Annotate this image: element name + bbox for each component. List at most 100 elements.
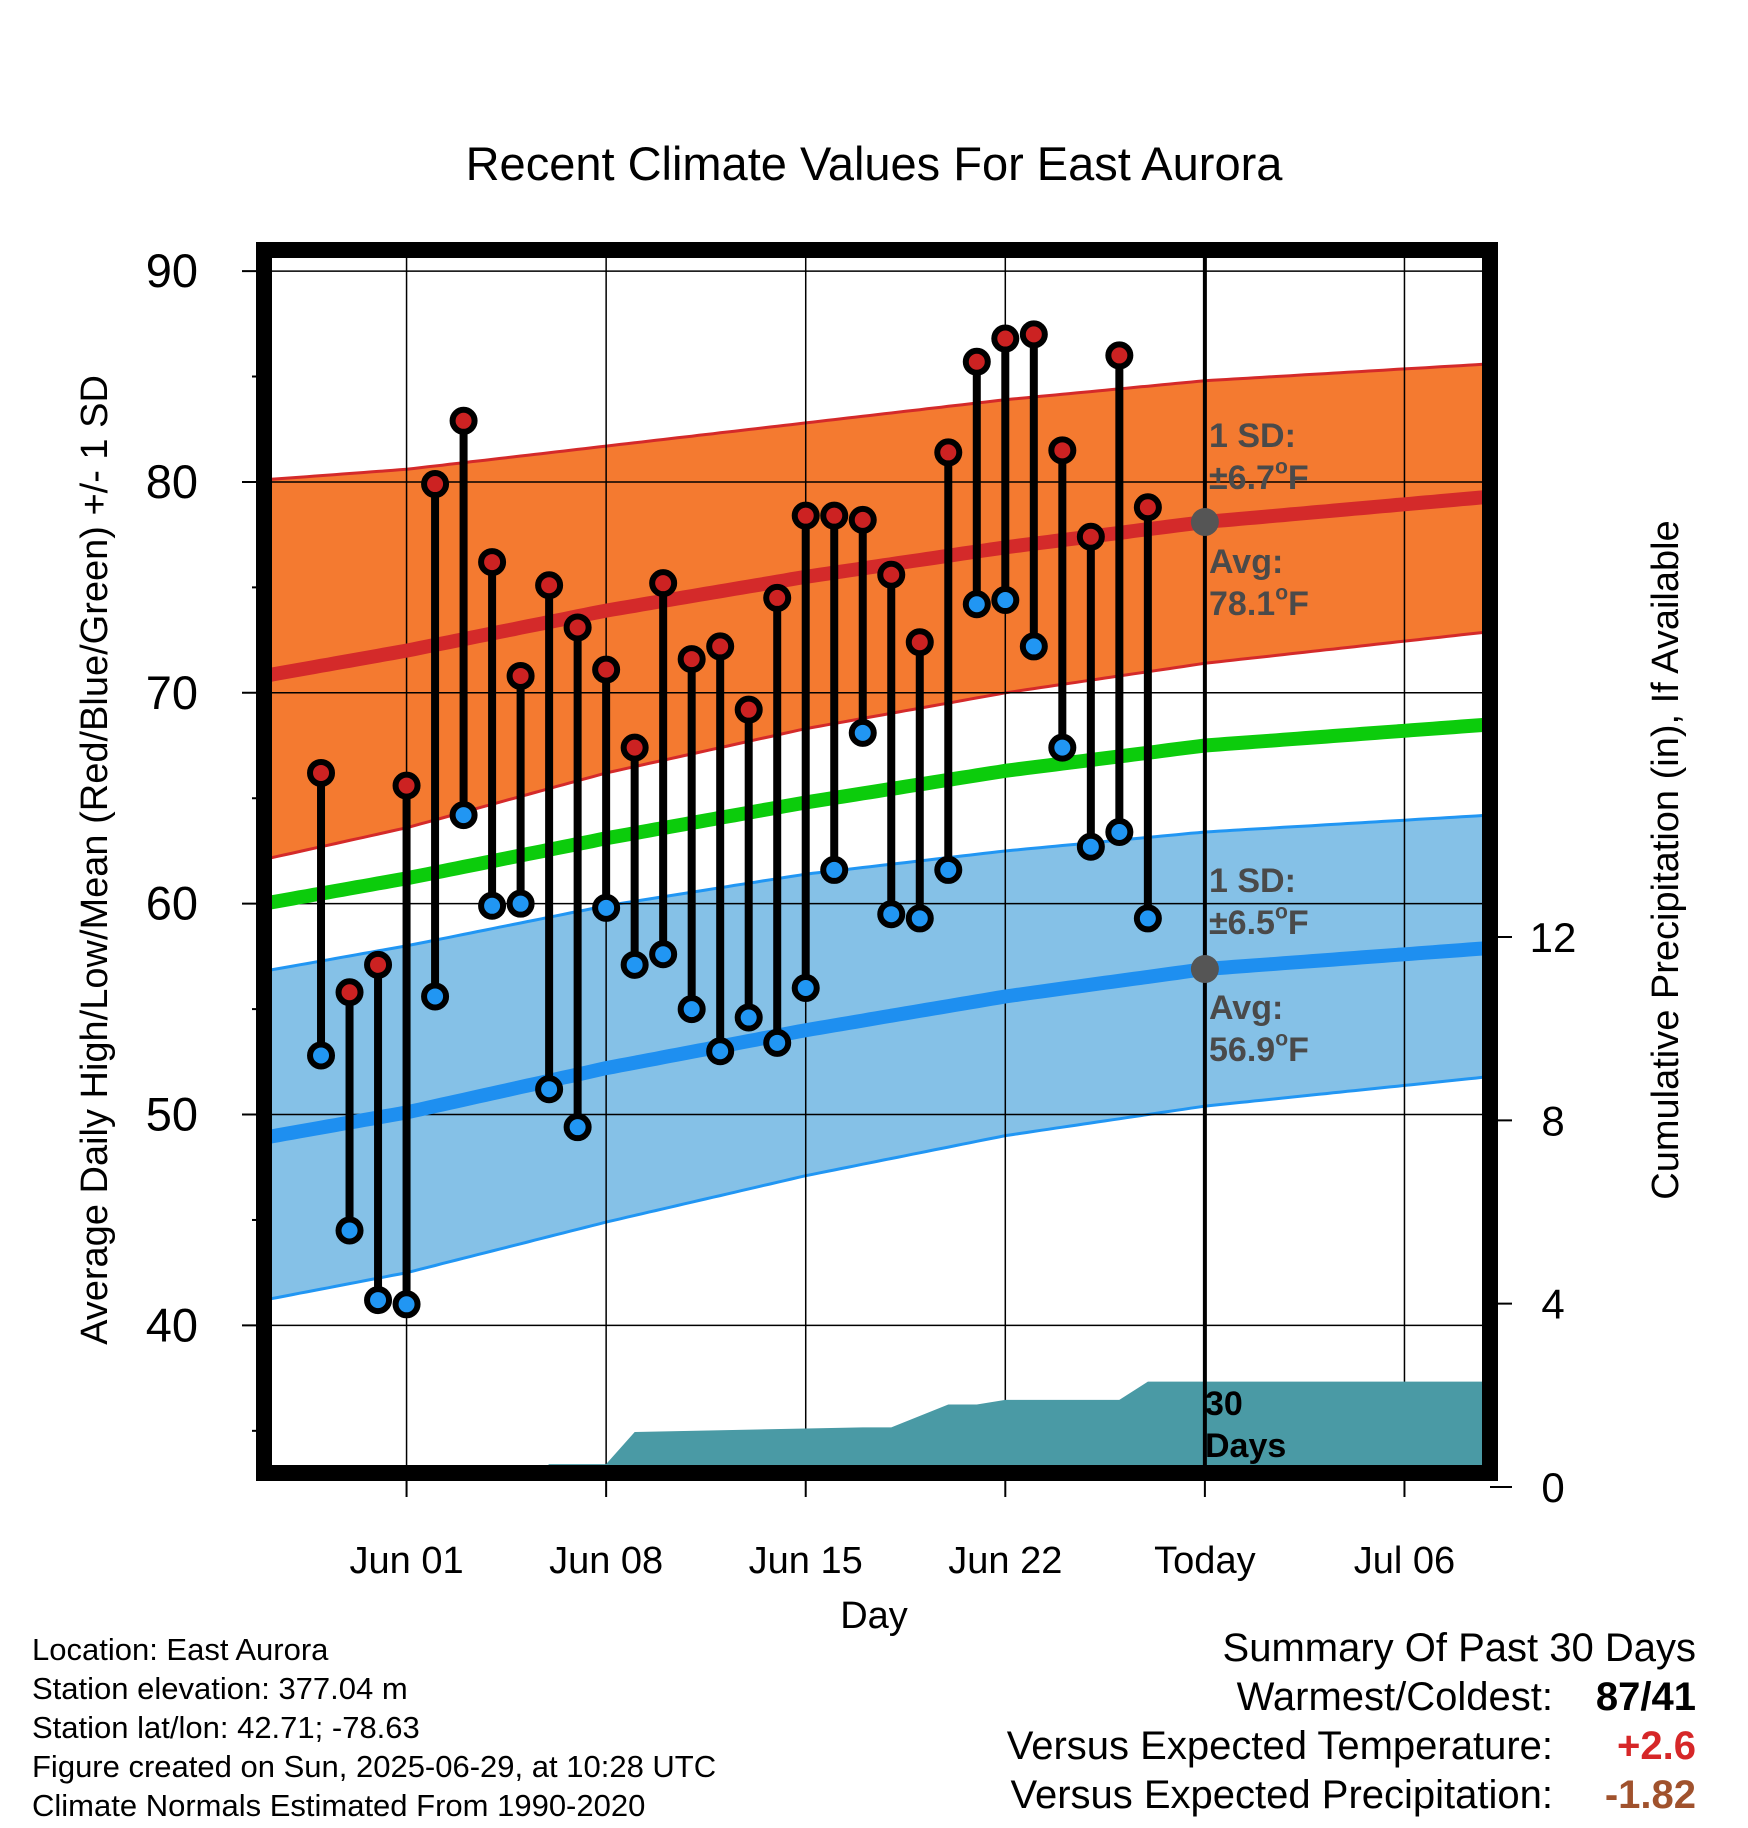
low-sd-upper-line [264, 813, 1490, 973]
daily-high-point [763, 583, 792, 612]
y2-tick-label: 0 [1541, 1464, 1564, 1511]
y-axis-label: Average Daily High/Low/Mean (Red/Blue/Gr… [74, 375, 116, 1345]
daily-low-point [763, 1028, 792, 1057]
daily-high-point [820, 501, 849, 530]
latlon-text: Station lat/lon: 42.71; -78.63 [32, 1710, 420, 1745]
daily-low-point [421, 982, 450, 1011]
elevation-text: Station elevation: 377.04 m [32, 1671, 408, 1706]
x-tick-label: Jun 01 [350, 1540, 464, 1582]
high-sd-upper-line [264, 362, 1490, 482]
daily-high-point [934, 438, 963, 467]
y-tick-label: 40 [146, 1298, 198, 1351]
daily-high-point [962, 347, 991, 376]
daily-low-point [677, 995, 706, 1024]
high-sd-label-line1: 1 SD: [1209, 417, 1296, 455]
daily-low-point [877, 900, 906, 929]
low-sd-label-line2: ±6.5oF [1209, 901, 1309, 942]
low-avg-label-line2: 56.9oF [1209, 1028, 1309, 1069]
daily-high-point [421, 470, 450, 499]
daily-low-point [1105, 817, 1134, 846]
daily-high-point [1048, 436, 1077, 465]
daily-low-point [592, 893, 621, 922]
days-label-line2: Days [1205, 1427, 1286, 1465]
high-normal-line [264, 489, 1490, 683]
temp-label: Versus Expected Temperature: [1006, 1724, 1553, 1768]
daily-high-point [1019, 320, 1048, 349]
plot-frame [256, 242, 1498, 1481]
daily-high-point [592, 655, 621, 684]
daily-high-point [991, 324, 1020, 353]
low-sd-lower-line [264, 1075, 1490, 1302]
precip-label: Versus Expected Precipitation: [1010, 1773, 1553, 1817]
daily-low-point [535, 1075, 564, 1104]
y2-tick-label: 8 [1541, 1097, 1564, 1144]
summary-row-precip: Versus Expected Precipitation: -1.82 [796, 1771, 1696, 1820]
x-tick-label: Jun 15 [749, 1540, 863, 1582]
daily-low-point [934, 855, 963, 884]
daily-high-point [791, 501, 820, 530]
axes: 40 50 60 70 80 90 0 4 8 12 Jun 01 Jun 08 Jun 15 Jun 2… [146, 244, 1577, 1582]
daily-high-point [535, 571, 564, 600]
daily-high-point [734, 695, 763, 724]
daily-high-point [364, 950, 393, 979]
daily-low-point [734, 1003, 763, 1032]
daily-low-point [563, 1113, 592, 1142]
y-tick-label: 80 [146, 455, 198, 508]
daily-low-point [649, 940, 678, 969]
low-sd-label-line1: 1 SD: [1209, 862, 1296, 900]
daily-high-point [706, 632, 735, 661]
daily-high-point [677, 645, 706, 674]
y-tick-label: 90 [146, 244, 198, 297]
chart-title: Recent Climate Values For East Aurora [466, 137, 1284, 190]
daily-high-point [449, 406, 478, 435]
created-text: Figure created on Sun, 2025-06-29, at 10… [32, 1749, 717, 1784]
daily-low-point [706, 1037, 735, 1066]
y2-tick-label: 4 [1541, 1281, 1564, 1328]
today-marker [1190, 250, 1219, 1473]
high-avg-label-line1: Avg: [1209, 543, 1283, 581]
normal-mean-lines [264, 489, 1490, 1145]
daily-high-point [877, 560, 906, 589]
daily-high-point [563, 613, 592, 642]
daily-high-point [335, 978, 364, 1007]
daily-low-point [335, 1216, 364, 1245]
normals-text: Climate Normals Estimated From 1990-2020 [32, 1788, 646, 1823]
y-tick-label: 50 [146, 1088, 198, 1141]
x-tick-label: Jun 22 [948, 1540, 1062, 1582]
daily-low-point [364, 1286, 393, 1315]
low-normal-line [264, 941, 1490, 1145]
daily-high-point [848, 505, 877, 534]
location-text: Location: East Aurora [32, 1632, 329, 1667]
precip-value: -1.82 [1604, 1773, 1696, 1817]
daily-low-point [478, 891, 507, 920]
summary-row-warm-cold: Warmest/Coldest: 87/41 [796, 1673, 1696, 1722]
daily-low-point [962, 590, 991, 619]
daily-low-point [449, 801, 478, 830]
summary-row-temp: Versus Expected Temperature: +2.6 [796, 1722, 1696, 1771]
y-tick-label: 60 [146, 877, 198, 930]
daily-low-point [620, 950, 649, 979]
daily-low-point [820, 855, 849, 884]
daily-low-point [1048, 733, 1077, 762]
precip-area [520, 1381, 1490, 1473]
days-label-line1: 30 [1205, 1385, 1243, 1423]
x-tick-label: Jun 08 [549, 1540, 663, 1582]
daily-high-point [905, 628, 934, 657]
daily-low-point [392, 1290, 421, 1319]
daily-high-point [1105, 341, 1134, 370]
low-sd-band [264, 815, 1490, 1301]
today-high-normal-dot [1190, 508, 1219, 537]
daily-high-point [506, 661, 535, 690]
daily-high-point [307, 758, 336, 787]
x-axis-label: Day [840, 1595, 908, 1637]
daily-low-point [1076, 832, 1105, 861]
daily-low-point [991, 586, 1020, 615]
warm-cold-label: Warmest/Coldest: [1236, 1675, 1553, 1719]
y-tick-label: 70 [146, 666, 198, 719]
daily-observations [307, 320, 1162, 1319]
daily-low-point [905, 904, 934, 933]
mean-normal-line [264, 717, 1490, 911]
summary-title: Summary Of Past 30 Days [1222, 1626, 1696, 1670]
